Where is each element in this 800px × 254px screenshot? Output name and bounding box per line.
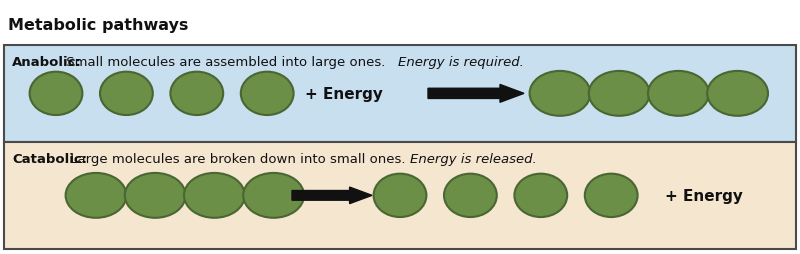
Ellipse shape xyxy=(100,72,153,116)
Text: Anabolic:: Anabolic: xyxy=(12,56,82,69)
Text: + Energy: + Energy xyxy=(305,87,383,101)
FancyBboxPatch shape xyxy=(4,46,796,142)
FancyArrow shape xyxy=(292,187,372,204)
FancyArrow shape xyxy=(428,85,524,103)
Ellipse shape xyxy=(589,72,650,116)
Ellipse shape xyxy=(707,72,768,116)
Ellipse shape xyxy=(243,173,304,218)
Text: Small molecules are assembled into large ones.: Small molecules are assembled into large… xyxy=(62,56,390,69)
Ellipse shape xyxy=(30,72,82,116)
Ellipse shape xyxy=(66,173,126,218)
Text: Energy is released.: Energy is released. xyxy=(410,152,536,165)
Text: + Energy: + Energy xyxy=(665,188,743,203)
Ellipse shape xyxy=(514,174,567,217)
Ellipse shape xyxy=(241,72,294,116)
Text: Energy is required.: Energy is required. xyxy=(398,56,523,69)
Ellipse shape xyxy=(170,72,223,116)
Ellipse shape xyxy=(530,72,590,116)
Ellipse shape xyxy=(184,173,245,218)
Text: Large molecules are broken down into small ones.: Large molecules are broken down into sma… xyxy=(66,152,410,165)
Ellipse shape xyxy=(648,72,709,116)
Ellipse shape xyxy=(374,174,426,217)
Ellipse shape xyxy=(585,174,638,217)
Ellipse shape xyxy=(125,173,186,218)
Text: Catabolic:: Catabolic: xyxy=(12,152,87,165)
Text: Metabolic pathways: Metabolic pathways xyxy=(8,18,188,33)
Ellipse shape xyxy=(444,174,497,217)
FancyBboxPatch shape xyxy=(4,142,796,249)
